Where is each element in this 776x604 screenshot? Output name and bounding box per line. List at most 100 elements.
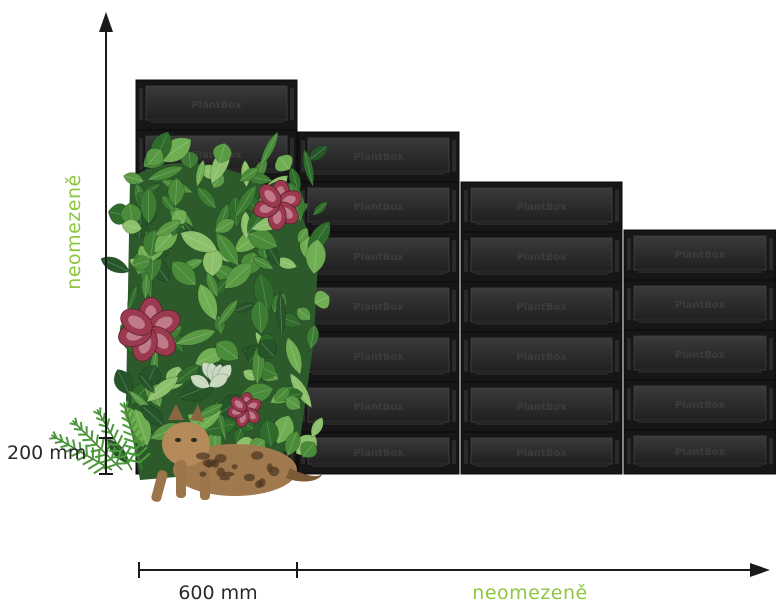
begonia-leaf bbox=[120, 308, 153, 336]
leaf bbox=[141, 404, 164, 426]
planter-box: PlantBox bbox=[460, 231, 623, 283]
leaf bbox=[314, 290, 330, 310]
leaf bbox=[138, 373, 155, 394]
leaf bbox=[214, 218, 235, 234]
brand-logo-text: PlantBox bbox=[353, 352, 404, 363]
leaf bbox=[274, 386, 290, 402]
brand-logo-text: PlantBox bbox=[675, 300, 726, 311]
cat-tail bbox=[286, 468, 322, 482]
cat-leg bbox=[151, 470, 168, 502]
leaf bbox=[154, 220, 182, 237]
cat-ear bbox=[168, 404, 184, 420]
cat-spot bbox=[243, 473, 255, 482]
leaf bbox=[284, 430, 301, 457]
planter-box: PlantBox bbox=[623, 279, 776, 331]
planter-box: PlantBox bbox=[623, 229, 776, 281]
module-height-label: 200 mm bbox=[7, 442, 87, 464]
cat-ear bbox=[190, 404, 204, 422]
leaf bbox=[312, 201, 328, 216]
leaf bbox=[275, 257, 298, 270]
leaf bbox=[205, 272, 219, 298]
leaf bbox=[212, 142, 232, 164]
planter-box: PlantBox bbox=[135, 79, 298, 131]
brand-logo-text: PlantBox bbox=[516, 448, 567, 459]
pale-leaf bbox=[190, 374, 210, 389]
fern-frond bbox=[119, 401, 151, 471]
arrow-right-icon bbox=[750, 563, 770, 577]
cat-spot bbox=[219, 475, 231, 481]
module-width-label: 600 mm bbox=[178, 582, 258, 604]
leaf bbox=[113, 369, 133, 395]
leaf bbox=[141, 272, 151, 300]
planter-box: PlantBox bbox=[297, 381, 460, 433]
leaf bbox=[216, 232, 239, 266]
leaf bbox=[239, 167, 260, 182]
cat-spot bbox=[222, 471, 235, 477]
leaf bbox=[145, 148, 164, 166]
begonia-leaf bbox=[258, 184, 282, 208]
cat-leg bbox=[200, 470, 210, 500]
cat-spot bbox=[255, 480, 263, 489]
brand-logo-text: PlantBox bbox=[191, 100, 242, 111]
brand-logo-text: PlantBox bbox=[353, 402, 404, 413]
planter-box: PlantBox bbox=[460, 281, 623, 333]
planter-box: PlantBox bbox=[623, 429, 776, 475]
cat-eye bbox=[191, 438, 197, 442]
brand-logo-text: PlantBox bbox=[675, 250, 726, 261]
leaf bbox=[197, 283, 218, 321]
leaf bbox=[121, 219, 142, 235]
brand-logo-text: PlantBox bbox=[675, 400, 726, 411]
leaf bbox=[215, 339, 239, 362]
planter-box: PlantBox bbox=[460, 331, 623, 383]
brand-logo-text: PlantBox bbox=[516, 352, 567, 363]
brand-logo-text: PlantBox bbox=[353, 152, 404, 163]
brand-logo-text: PlantBox bbox=[516, 202, 567, 213]
planter-box: PlantBox bbox=[460, 181, 623, 233]
leaf bbox=[196, 186, 217, 209]
horizontal-dimension-label: neomezeně bbox=[472, 582, 588, 604]
cat-eye bbox=[175, 438, 181, 442]
brand-logo-text: PlantBox bbox=[675, 447, 726, 458]
vertical-dimension-label: neomezeně bbox=[63, 174, 85, 290]
leaf bbox=[250, 299, 270, 334]
leaf bbox=[259, 131, 279, 168]
cat-spot bbox=[266, 463, 273, 473]
cat-leg bbox=[176, 460, 186, 498]
leaf bbox=[306, 324, 320, 350]
leaf bbox=[305, 238, 326, 275]
leaf bbox=[167, 177, 185, 207]
leaf bbox=[175, 328, 217, 346]
leaf bbox=[235, 184, 257, 218]
cat-spot bbox=[216, 467, 226, 478]
leaf bbox=[252, 256, 274, 270]
cat-spot bbox=[199, 471, 207, 477]
leaf bbox=[127, 284, 139, 312]
planter-box: PlantBox bbox=[460, 431, 623, 475]
arrow-up-icon bbox=[99, 12, 113, 32]
leaf bbox=[246, 228, 278, 251]
leaf bbox=[308, 145, 329, 162]
leaf bbox=[297, 227, 309, 243]
leaf bbox=[147, 165, 184, 181]
leaf bbox=[300, 441, 318, 458]
brand-logo-text: PlantBox bbox=[353, 302, 404, 313]
planter-box: PlantBox bbox=[297, 331, 460, 383]
leaf bbox=[217, 298, 239, 327]
leaf bbox=[140, 187, 158, 225]
leaf bbox=[290, 372, 312, 409]
planter-box: PlantBox bbox=[297, 131, 460, 183]
brand-logo-text: PlantBox bbox=[516, 302, 567, 313]
leaf bbox=[234, 302, 255, 313]
leaf bbox=[285, 337, 303, 375]
cat-spot bbox=[205, 460, 213, 468]
brand-logo-text: PlantBox bbox=[353, 448, 404, 459]
brand-logo-text: PlantBox bbox=[516, 252, 567, 263]
pale-leaf bbox=[208, 373, 229, 388]
leaf bbox=[296, 307, 311, 321]
planter-box: PlantBox bbox=[297, 431, 460, 475]
cat-spot bbox=[196, 452, 210, 460]
brand-logo-text: PlantBox bbox=[516, 402, 567, 413]
brand-logo-text: PlantBox bbox=[675, 350, 726, 361]
cat-image bbox=[151, 404, 322, 502]
